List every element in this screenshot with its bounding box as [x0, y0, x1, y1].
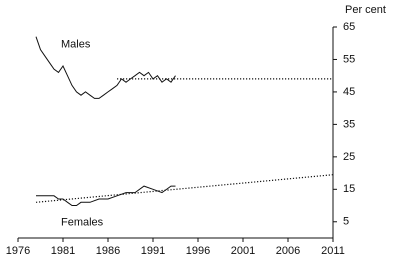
x-tick-label: 2006 — [276, 245, 300, 257]
y-tick-label: 15 — [343, 183, 355, 195]
x-tick-label: 2001 — [231, 245, 255, 257]
x-tick-label: 2011 — [321, 245, 345, 257]
series-line — [35, 36, 176, 99]
y-axis-label: Per cent — [345, 4, 386, 16]
x-tick-label: 1976 — [6, 245, 30, 257]
y-tick-label: 35 — [343, 118, 355, 130]
series-label: Males — [61, 39, 91, 51]
projection-line — [35, 174, 334, 203]
y-tick-label: 5 — [343, 216, 349, 228]
y-tick-label: 65 — [343, 21, 355, 33]
y-tick-label: 45 — [343, 86, 355, 98]
x-tick-label: 1991 — [141, 245, 165, 257]
y-tick-label: 55 — [343, 53, 355, 65]
series-label: Females — [61, 217, 104, 229]
x-tick-label: 1996 — [186, 245, 210, 257]
x-tick-label: 1986 — [96, 245, 120, 257]
x-tick-label: 1981 — [51, 245, 75, 257]
series-line — [36, 185, 176, 206]
y-tick-label: 25 — [343, 151, 355, 163]
